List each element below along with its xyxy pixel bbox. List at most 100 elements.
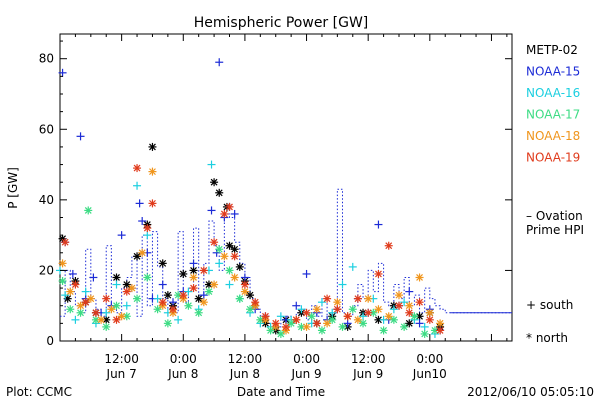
data-point-metp-02 (133, 252, 142, 261)
data-point-noaa-16 (184, 287, 193, 296)
marker-south-label: + south (526, 298, 573, 312)
data-point-noaa-17 (307, 312, 316, 321)
data-point-noaa-16 (359, 312, 368, 321)
y-tick-label: 80 (39, 52, 54, 66)
data-point-noaa-18 (86, 294, 95, 303)
data-point-noaa-19 (415, 298, 424, 307)
plot-frame (59, 33, 513, 342)
legend: METP-02 NOAA-15 NOAA-16 NOAA-17 NOAA-18 NOAA-… (526, 43, 580, 165)
data-point-noaa-19 (143, 224, 152, 233)
data-point-noaa-19 (395, 301, 403, 310)
data-point-noaa-17 (184, 301, 193, 310)
data-point-noaa-17 (420, 329, 429, 338)
x-tick-time-label: 0:00 (293, 352, 320, 366)
data-point-noaa-19 (282, 322, 290, 331)
data-point-noaa-18 (66, 287, 75, 296)
data-point-noaa-15 (199, 291, 208, 300)
data-point-noaa-15 (207, 206, 216, 215)
data-point-metp-02 (210, 178, 219, 187)
data-point-noaa-17 (204, 287, 213, 296)
data-point-metp-02 (405, 319, 414, 328)
plot-timestamp: 2012/06/10 05:05:10 (467, 385, 594, 399)
data-point-noaa-19 (374, 269, 383, 278)
y-axis: 0 20 40 60 80 (39, 40, 512, 348)
data-point-noaa-17 (58, 277, 67, 286)
data-point-noaa-17 (246, 305, 255, 314)
data-point-noaa-19 (71, 280, 80, 289)
data-point-noaa-19 (240, 280, 249, 289)
data-point-noaa-15 (68, 269, 77, 278)
data-point-noaa-19 (225, 202, 234, 211)
data-point-noaa-17 (359, 319, 368, 328)
legend-entry-noaa-15: NOAA-15 (526, 65, 580, 79)
data-point-noaa-17 (256, 315, 265, 324)
data-point-noaa-17 (400, 322, 409, 331)
data-point-noaa-18 (117, 312, 126, 321)
data-point-noaa-18 (76, 301, 85, 310)
data-point-noaa-17 (410, 312, 419, 321)
data-point-noaa-19 (102, 294, 111, 303)
data-point-noaa-16 (102, 308, 111, 317)
data-point-noaa-16 (225, 280, 234, 289)
data-point-metp-02 (215, 188, 224, 197)
data-point-noaa-18 (240, 287, 249, 296)
data-point-noaa-18 (210, 280, 219, 289)
data-point-noaa-19 (133, 164, 142, 173)
data-point-metp-02 (230, 245, 239, 254)
data-point-noaa-18 (127, 284, 136, 293)
data-point-noaa-17 (235, 294, 244, 303)
x-tick-day-label: Jun 7 (106, 367, 137, 381)
data-point-noaa-19 (436, 326, 445, 335)
data-point-noaa-19 (81, 298, 90, 307)
data-point-noaa-18 (374, 305, 383, 314)
data-point-noaa-19 (169, 305, 177, 314)
data-point-metp-02 (194, 294, 203, 303)
data-point-noaa-16 (338, 280, 347, 289)
data-point-metp-02 (148, 142, 157, 151)
data-point-metp-02 (225, 241, 234, 250)
data-point-noaa-18 (333, 298, 342, 307)
data-point-noaa-15 (240, 273, 249, 282)
data-point-noaa-16 (133, 181, 142, 190)
data-point-noaa-19 (199, 266, 208, 275)
data-point-noaa-15 (158, 280, 167, 289)
data-point-noaa-19 (333, 305, 342, 314)
data-point-noaa-17 (338, 322, 347, 331)
data-point-noaa-19 (364, 308, 373, 317)
data-point-metp-02 (122, 280, 131, 289)
x-tick-time-label: 0:00 (416, 352, 443, 366)
data-point-noaa-19 (230, 252, 239, 261)
data-point-noaa-16 (276, 312, 285, 321)
data-point-noaa-15 (374, 220, 383, 229)
data-point-noaa-19 (179, 291, 188, 300)
x-tick-day-label: Jun 9 (290, 367, 321, 381)
data-point-noaa-17 (379, 326, 388, 335)
data-point-noaa-18 (353, 315, 362, 324)
data-point-noaa-15 (405, 287, 414, 296)
data-point-noaa-15 (76, 132, 85, 141)
data-point-noaa-18 (302, 322, 311, 331)
data-point-noaa-18 (405, 301, 414, 310)
data-point-metp-02 (235, 262, 244, 271)
y-tick-label: 60 (39, 122, 54, 136)
data-point-noaa-18 (425, 308, 434, 317)
data-point-noaa-17 (328, 315, 337, 324)
data-point-noaa-17 (317, 326, 326, 335)
data-point-noaa-19 (312, 319, 321, 328)
data-point-noaa-17 (163, 319, 172, 328)
x-tick-time-label: 12:00 (351, 352, 386, 366)
data-point-noaa-15 (230, 209, 239, 218)
data-point-noaa-17 (153, 305, 162, 314)
data-point-noaa-18 (58, 259, 67, 268)
x-tick-day-label: Jun 8 (167, 367, 198, 381)
data-point-noaa-16 (122, 301, 131, 310)
data-point-noaa-19 (261, 312, 270, 321)
data-point-noaa-19 (91, 308, 100, 317)
data-point-noaa-16 (420, 322, 429, 331)
data-point-noaa-15 (138, 217, 147, 226)
data-point-noaa-18 (384, 312, 393, 321)
data-point-noaa-15 (89, 273, 98, 282)
data-point-noaa-18 (220, 252, 229, 261)
legend-entry-noaa-16: NOAA-16 (526, 86, 580, 100)
data-point-noaa-19 (425, 315, 434, 324)
